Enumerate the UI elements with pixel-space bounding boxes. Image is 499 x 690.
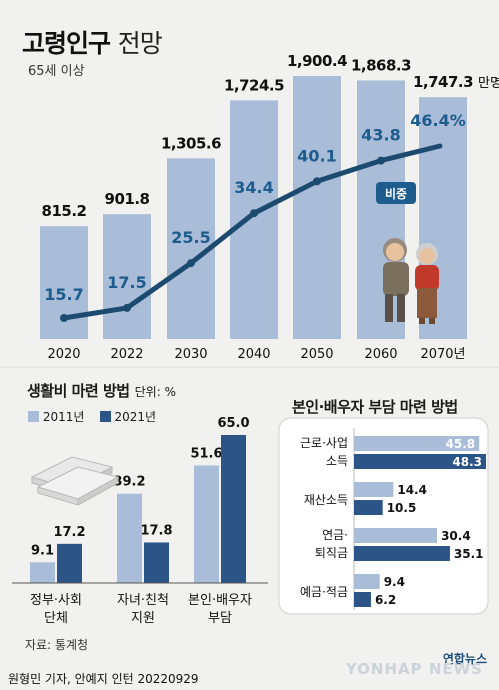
money-stack-illustration	[30, 456, 120, 506]
living-cost-category-label: 지원	[131, 611, 155, 626]
population-value-label: 901.8	[105, 190, 150, 208]
population-value-label: 1,724.5	[224, 76, 284, 94]
living-cost-category-label: 부담	[208, 611, 232, 626]
year-tick-label: 2022	[110, 347, 143, 362]
population-unit: 만명	[478, 76, 499, 91]
funding-value-label: 10.5	[387, 501, 417, 515]
living-cost-category-label: 정부·사회	[30, 593, 82, 608]
share-value-label: 40.1	[297, 146, 336, 165]
year-tick-label: 2050	[300, 347, 333, 362]
page-title: 고령인구 전망	[22, 29, 163, 58]
funding-value-label: 30.4	[441, 529, 471, 543]
funding-category-label: 예금·적금	[300, 585, 348, 599]
living-cost-bar	[144, 542, 169, 583]
funding-bar	[354, 454, 486, 469]
funding-category-label: 퇴직금	[315, 546, 348, 560]
funding-category-label: 근로·사업	[300, 436, 348, 450]
funding-bar	[354, 482, 394, 497]
population-bar	[40, 226, 88, 339]
funding-value-label: 9.4	[384, 575, 405, 589]
funding-value-label: 6.2	[375, 593, 396, 607]
living-cost-value-label: 39.2	[113, 475, 145, 490]
share-value-label: 17.5	[107, 273, 146, 292]
watermark: YONHAP NEWS	[345, 660, 483, 678]
population-value-label: 1,747.3	[413, 73, 473, 91]
share-point	[377, 156, 385, 165]
funding-value-label: 48.3	[452, 455, 482, 469]
year-tick-label: 2060	[364, 347, 397, 362]
living-cost-category-label: 본인·배우자	[188, 593, 252, 608]
share-point	[250, 209, 258, 218]
population-bar	[293, 76, 341, 339]
share-value-label: 15.7	[44, 285, 83, 304]
funding-bar	[354, 574, 380, 589]
share-value-label: 34.4	[234, 178, 273, 197]
funding-bar	[354, 500, 383, 515]
page-subtitle: 65세 이상	[28, 64, 85, 79]
funding-category-label: 연금·	[322, 528, 348, 542]
year-tick-label: 2020	[47, 347, 80, 362]
share-value-label: 46.4%	[410, 111, 466, 130]
population-value-label: 815.2	[42, 202, 87, 220]
share-value-label: 25.5	[171, 228, 210, 247]
share-point	[313, 177, 321, 186]
living-cost-value-label: 17.8	[140, 523, 172, 538]
share-point	[60, 314, 68, 322]
legend-swatch-2011	[28, 411, 39, 422]
living-cost-bar	[57, 543, 82, 583]
share-line: 15.7 17.5 25.5 34.4 40.1 43.8 46.4% 비중	[44, 111, 466, 322]
living-cost-value-label: 17.2	[53, 525, 85, 540]
share-badge	[376, 182, 416, 204]
year-tick-label: 2070년	[420, 347, 465, 362]
living-cost-value-label: 51.6	[190, 447, 222, 462]
funding-category-label: 재산소득	[304, 493, 348, 507]
funding-bar	[354, 528, 438, 543]
funding-bar	[354, 592, 371, 607]
legend-swatch-2021	[99, 411, 111, 422]
year-tick-label: 2040	[237, 347, 270, 362]
source-note: 자료: 통계청	[25, 638, 89, 652]
brand-logo: 연합뉴스	[442, 652, 487, 666]
elderly-couple-illustration	[383, 238, 439, 324]
population-labels: 815.2 2020 901.8 2022 1,305.6 2030 1,724.5 2040…	[42, 52, 499, 362]
population-value-label: 1,900.4	[287, 52, 347, 70]
living-cost-bar	[221, 435, 246, 583]
share-point	[123, 303, 131, 312]
population-bar	[103, 214, 151, 339]
share-badge-label: 비중	[385, 186, 407, 201]
funding-title: 본인·배우자 부담 마련 방법	[292, 398, 458, 416]
living-cost-bar	[30, 562, 55, 583]
population-bars	[40, 76, 467, 339]
living-cost-value-label: 9.1	[31, 543, 54, 558]
living-cost-value-label: 65.0	[217, 416, 249, 431]
legend-label-2011: 2011년	[42, 410, 85, 424]
living-cost-bar	[194, 465, 219, 583]
share-point	[187, 259, 195, 268]
living-cost-category-label: 단체	[44, 611, 68, 626]
funding-bar	[354, 436, 480, 451]
funding-value-label: 35.1	[454, 547, 484, 561]
funding-value-label: 45.8	[446, 437, 476, 451]
living-cost-category-label: 자녀·친척	[117, 593, 169, 608]
funding-bar	[354, 546, 450, 561]
funding-category-label: 소득	[326, 454, 348, 468]
legend-label-2021: 2021년	[114, 410, 157, 424]
population-value-label: 1,868.3	[351, 56, 411, 74]
population-value-label: 1,305.6	[161, 134, 221, 152]
share-value-label: 43.8	[361, 126, 400, 145]
living-cost-title: 생활비 마련 방법 단위: %	[27, 382, 176, 400]
living-cost-bar	[117, 493, 142, 583]
year-tick-label: 2030	[174, 347, 207, 362]
funding-value-label: 14.4	[397, 483, 427, 497]
credit-line: 원형민 기자, 안예지 인턴 20220929	[8, 672, 199, 686]
population-bar	[230, 100, 278, 339]
legend: 2011년 2021년	[28, 408, 156, 425]
